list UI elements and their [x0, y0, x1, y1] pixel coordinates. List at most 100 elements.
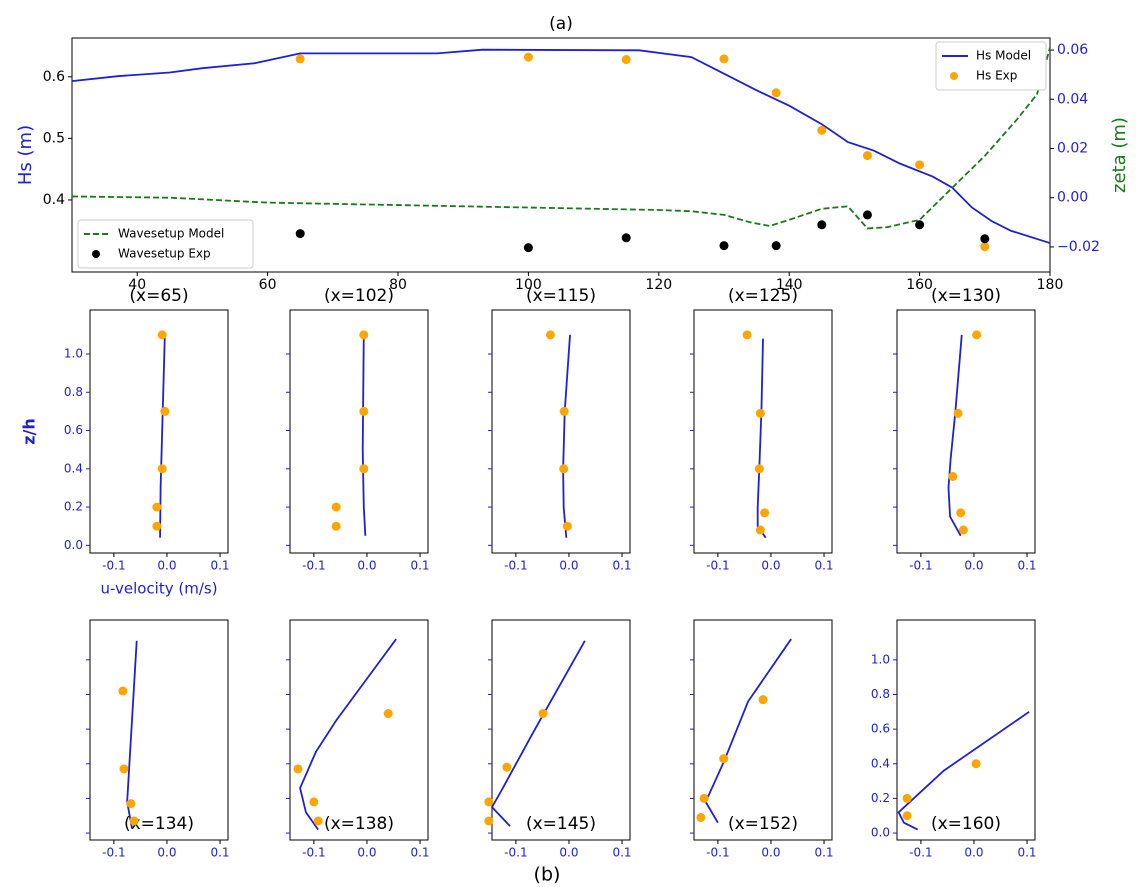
data-point: [152, 502, 162, 512]
x-tick-label: 60: [259, 277, 277, 293]
data-point: [293, 764, 303, 774]
data-point: [118, 686, 128, 696]
data-point: [758, 695, 768, 705]
x-tick-label: 0.0: [964, 559, 983, 573]
data-point: [754, 464, 764, 474]
data-point: [119, 764, 129, 774]
plot-frame: [71, 37, 1051, 273]
data-point: [157, 330, 167, 340]
data-point: [771, 241, 781, 251]
y-tick-label: 1.0: [871, 652, 890, 666]
data-point: [696, 812, 706, 822]
data-point: [915, 160, 925, 170]
legend-box: [935, 41, 1047, 91]
x-tick-label: 180: [1037, 277, 1064, 293]
data-point: [902, 811, 912, 821]
data-point: [545, 330, 555, 340]
chart-title: (x=65): [129, 286, 188, 306]
x-tick-label: -0.1: [302, 559, 325, 573]
plot-frame: [896, 309, 1036, 554]
chart-title: (x=152): [728, 814, 798, 834]
plot-frame: [896, 619, 1036, 841]
data-point: [980, 242, 990, 252]
data-point: [538, 709, 548, 719]
y-tick-label: 1.0: [64, 347, 83, 361]
plot-frame: [693, 309, 833, 554]
data-line: [490, 640, 586, 827]
x-tick-label: -0.1: [504, 559, 527, 573]
data-point: [160, 406, 170, 416]
x-axis-label: u-velocity (m/s): [100, 580, 217, 598]
data-line: [299, 638, 397, 831]
x-tick-label: 100: [515, 277, 542, 293]
plot-frame: [89, 309, 229, 554]
x-tick-label: 0.0: [357, 559, 376, 573]
data-point: [331, 502, 341, 512]
x-tick-label: 0.0: [357, 846, 376, 860]
x-tick-label: 0.0: [761, 559, 780, 573]
y-tick-label: 0.2: [871, 791, 890, 805]
x-tick-label: 0.1: [612, 846, 631, 860]
data-point: [484, 797, 494, 807]
x-tick-label: 0.1: [814, 559, 833, 573]
data-point: [562, 521, 572, 531]
x-tick-label: 0.0: [761, 846, 780, 860]
x-tick-label: 40: [128, 277, 146, 293]
y-tick-label: 0.2: [64, 500, 83, 514]
x-tick-label: 0.1: [410, 559, 429, 573]
data-point: [980, 234, 990, 244]
x-tick-label: -0.1: [504, 846, 527, 860]
y-tick-label: 0.0: [64, 538, 83, 552]
data-line: [704, 638, 792, 824]
data-point: [699, 793, 709, 803]
y-tick-label: 0.6: [871, 722, 890, 736]
data-point: [331, 521, 341, 531]
data-line: [361, 334, 367, 536]
x-tick-label: -0.1: [909, 559, 932, 573]
x-tick-label: 0.1: [410, 846, 429, 860]
y-tick-label: 0.6: [43, 69, 65, 85]
y2-tick-label: 0.06: [1057, 42, 1088, 58]
y-tick-label: 0.4: [64, 461, 83, 475]
data-point: [523, 52, 533, 62]
data-line: [159, 334, 166, 538]
legend-label: Wavesetup Exp: [118, 247, 211, 261]
data-point: [862, 210, 872, 220]
chart-title: (x=160): [931, 814, 1001, 834]
y-axis-label: Hs (m): [15, 125, 36, 185]
x-tick-label: 0.1: [1017, 846, 1036, 860]
x-tick-label: 0.0: [157, 559, 176, 573]
data-point: [719, 241, 729, 251]
y-tick-label: 0.8: [64, 385, 83, 399]
data-line: [71, 48, 1051, 244]
data-point: [559, 406, 569, 416]
y-tick-label: 0.4: [871, 756, 890, 770]
data-point: [817, 125, 827, 135]
plot-frame: [693, 619, 833, 841]
x-tick-label: 0.1: [612, 559, 631, 573]
legend-label: Hs Exp: [976, 69, 1017, 83]
legend-swatch: [950, 72, 958, 80]
x-tick-label: 0.0: [559, 846, 578, 860]
data-point: [755, 525, 765, 535]
x-tick-label: -0.1: [706, 846, 729, 860]
y-tick-label: 0.4: [43, 192, 65, 208]
y2-tick-label: −0.02: [1057, 239, 1100, 255]
plot-frame: [289, 619, 429, 841]
chart-title: (x=130): [931, 286, 1001, 306]
chart-title: (x=134): [124, 814, 194, 834]
legend-label: Hs Model: [976, 49, 1031, 63]
data-point: [359, 406, 369, 416]
y-tick-label: 0.0: [871, 826, 890, 840]
data-point: [313, 816, 323, 826]
x-tick-label: -0.1: [302, 846, 325, 860]
x-tick-label: 0.1: [1017, 559, 1036, 573]
data-point: [956, 508, 966, 518]
x-tick-label: -0.1: [102, 846, 125, 860]
x-tick-label: 160: [906, 277, 933, 293]
chart-title: (x=125): [728, 286, 798, 306]
data-point: [771, 88, 781, 98]
data-point: [484, 816, 494, 826]
data-point: [559, 464, 569, 474]
